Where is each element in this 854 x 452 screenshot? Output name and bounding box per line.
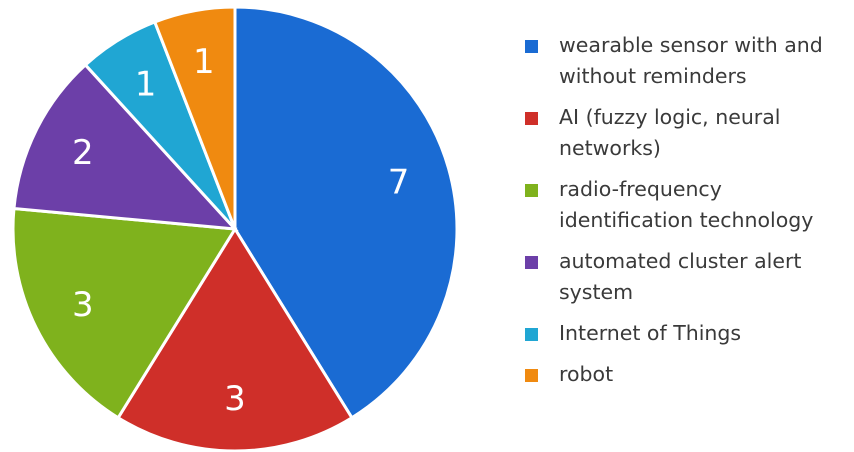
legend-swatch (525, 328, 538, 341)
slice-value-label: 3 (72, 285, 94, 325)
pie-chart: 7 3 3 2 11 (11, 5, 459, 452)
legend-label: wearable sensor with and without reminde… (559, 33, 823, 88)
pie-slice (12, 62, 239, 231)
slice-value-label: 1 (193, 42, 215, 82)
legend-label: radio-frequency identification technolog… (559, 177, 814, 232)
legend-swatch (525, 256, 538, 269)
legend-item: AI (fuzzy logic, neural networks) (525, 102, 850, 164)
slice-value-label: 1 (135, 64, 157, 104)
slice-value-label: 2 (72, 133, 94, 173)
legend: wearable sensor with and without reminde… (525, 30, 850, 390)
legend-item: radio-frequency identification technolog… (525, 174, 850, 236)
legend-swatch (525, 112, 538, 125)
slice-value-label: 3 (224, 379, 246, 419)
legend-item: robot (525, 359, 850, 390)
slice-value-label: 7 (388, 162, 410, 202)
pie-slice (152, 5, 237, 230)
pie-slice (116, 226, 354, 452)
legend-item: automated cluster alert system (525, 246, 850, 308)
pie-slice (11, 206, 238, 420)
legend-label: Internet of Things (559, 321, 742, 345)
legend-swatch (525, 184, 538, 197)
legend-item: Internet of Things (525, 318, 850, 349)
legend-swatch (525, 369, 538, 382)
pie-slice (233, 5, 459, 420)
legend-item: wearable sensor with and without reminde… (525, 30, 850, 92)
legend-label: robot (559, 362, 614, 386)
legend-swatch (525, 40, 538, 53)
legend-label: automated cluster alert system (559, 249, 802, 304)
legend-label: AI (fuzzy logic, neural networks) (559, 105, 781, 160)
